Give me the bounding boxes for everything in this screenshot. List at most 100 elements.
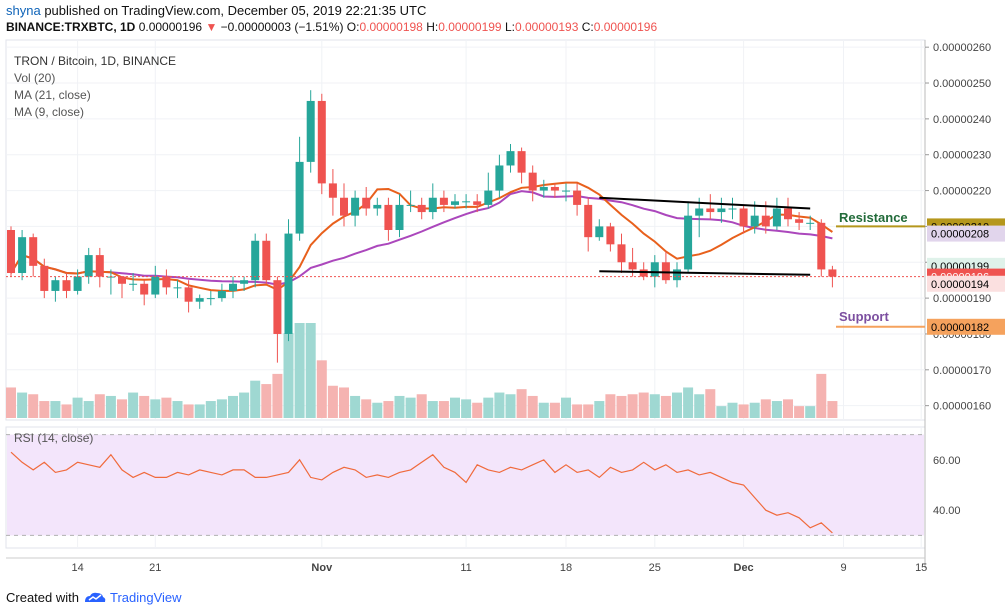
volume-bar xyxy=(50,401,61,418)
rsi-line xyxy=(10,451,833,534)
volume-bar xyxy=(105,395,116,418)
candle-body xyxy=(462,201,471,203)
candle-body xyxy=(284,233,293,334)
tradingview-brand[interactable]: TradingView xyxy=(110,590,182,605)
time-tick-label: 14 xyxy=(71,562,83,574)
volume-bar xyxy=(638,392,649,418)
volume-bar xyxy=(561,397,571,418)
candle-body xyxy=(18,237,27,274)
price-label-box xyxy=(927,318,1005,335)
legend-title: TRON / Bitcoin, 1D, BINANCE xyxy=(14,54,177,68)
volume-bar xyxy=(83,401,94,418)
candle-body xyxy=(73,276,82,291)
volume-bar xyxy=(416,394,427,418)
candle-body xyxy=(806,222,815,224)
time-tick-label: 15 xyxy=(915,562,927,574)
price-tick-label: 0.00000220 xyxy=(933,186,991,198)
price-tick-label: 0.00000250 xyxy=(933,78,991,90)
candle-body xyxy=(184,287,193,302)
volume-bar xyxy=(117,399,127,418)
close-value: 0.00000196 xyxy=(593,20,658,34)
candle-body xyxy=(562,190,570,192)
volume-bar xyxy=(194,404,205,418)
down-arrow-icon: ▼ xyxy=(205,20,218,34)
candle-body xyxy=(395,204,404,230)
author-name[interactable]: shyna xyxy=(6,3,41,18)
upper-trendline xyxy=(599,196,811,210)
time-tick-label: 9 xyxy=(840,562,846,574)
candle-body xyxy=(573,190,582,205)
candle-body xyxy=(40,265,49,291)
volume-bar xyxy=(316,360,327,418)
candle-body xyxy=(817,222,826,270)
open-value: 0.00000198 xyxy=(359,20,423,34)
price-tick-label: 0.00000260 xyxy=(933,42,991,54)
time-tick-label: Nov xyxy=(311,562,333,574)
volume-bar xyxy=(361,399,372,418)
legend-ma21[interactable]: MA (21, close) xyxy=(14,88,91,102)
candle-body xyxy=(795,219,804,223)
volume-bar xyxy=(683,387,694,418)
close-label: C: xyxy=(581,20,594,34)
candle-body xyxy=(506,151,515,166)
volume-bar xyxy=(594,401,605,418)
volume-bar xyxy=(794,406,805,418)
rsi-legend[interactable]: RSI (14, close) xyxy=(14,431,94,445)
candle-body xyxy=(484,190,493,205)
volume-bar xyxy=(760,399,771,418)
price-label-box xyxy=(927,275,1005,292)
price-change: −0.00000003 (−1.51%) xyxy=(220,20,344,34)
price-tick-label: 0.00000170 xyxy=(933,365,991,377)
volume-bar xyxy=(783,399,793,418)
legend-volume[interactable]: Vol (20) xyxy=(14,71,56,85)
price-tick-label: 0.00000240 xyxy=(933,114,991,126)
volume-bar xyxy=(749,402,760,418)
candle-body xyxy=(195,298,204,302)
candle-body xyxy=(428,197,437,213)
volume-bar xyxy=(672,392,682,418)
volume-bar xyxy=(771,401,782,418)
volume-bar xyxy=(17,392,28,418)
time-tick-label: Dec xyxy=(734,562,754,574)
volume-bar xyxy=(738,404,749,418)
candle-body xyxy=(317,100,326,184)
volume-bar xyxy=(339,387,349,418)
candle-body xyxy=(306,100,315,162)
volume-bar xyxy=(394,395,405,418)
candle-body xyxy=(273,280,282,334)
created-with-text: Created with xyxy=(6,590,79,605)
volume-bar xyxy=(694,394,705,418)
support-label: Support xyxy=(839,309,889,324)
volume-bar xyxy=(28,394,39,418)
volume-bar xyxy=(727,402,738,418)
volume-bar xyxy=(61,404,72,418)
candle-body xyxy=(617,244,626,263)
ma21-line xyxy=(10,190,833,286)
volume-bar xyxy=(516,389,527,418)
candle-body xyxy=(584,204,593,238)
volume-bar xyxy=(505,394,516,418)
candle-body xyxy=(229,283,237,291)
candle-body xyxy=(684,215,693,270)
price-label-text: 0.00000194 xyxy=(931,279,989,291)
volume-bar xyxy=(228,395,238,418)
candle-body xyxy=(439,197,448,205)
candle-body xyxy=(539,186,548,191)
candle-body xyxy=(739,208,748,227)
rsi-band xyxy=(7,434,924,536)
volume-bar xyxy=(450,397,460,418)
last-price: 0.00000196 xyxy=(138,20,203,34)
candle-body xyxy=(295,161,304,234)
candle-body xyxy=(706,208,715,213)
volume-bar xyxy=(572,404,583,418)
time-tick-label: 21 xyxy=(149,562,161,574)
volume-bar xyxy=(816,373,827,418)
candle-body xyxy=(162,276,171,288)
candle-body xyxy=(140,283,149,295)
legend-ma9[interactable]: MA (9, close) xyxy=(14,105,85,119)
rsi-tick-label: 60.00 xyxy=(933,455,961,467)
volume-bar xyxy=(461,399,472,418)
low-label: L: xyxy=(504,20,515,34)
volume-bar xyxy=(139,395,150,418)
